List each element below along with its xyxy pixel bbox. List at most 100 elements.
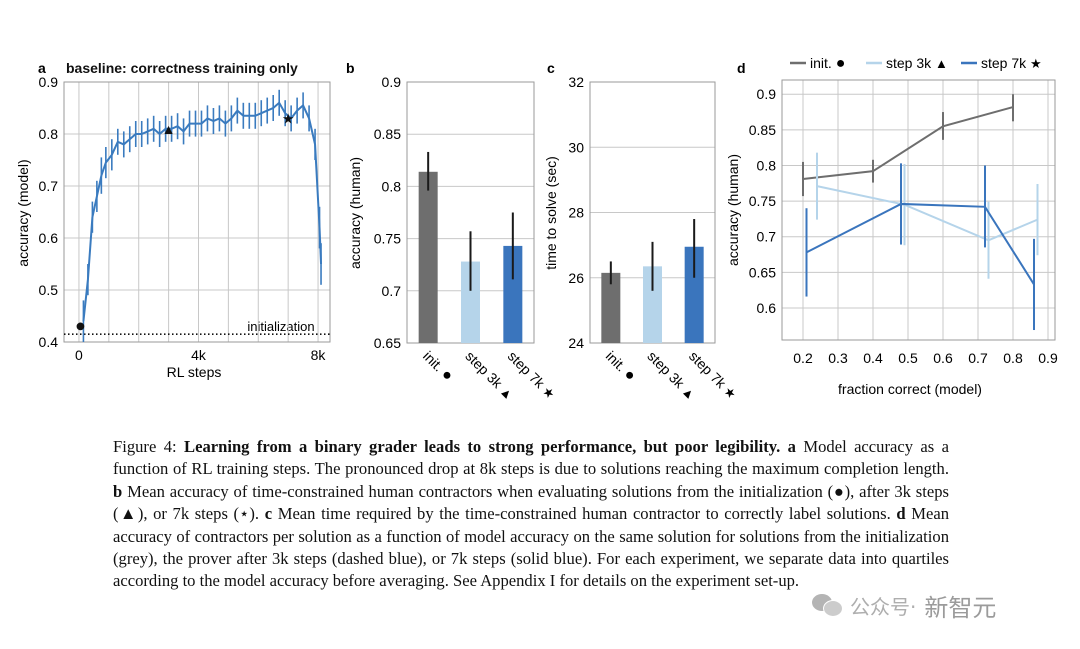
marker-symbol: ● bbox=[75, 315, 86, 335]
y-tick-label: 30 bbox=[568, 139, 584, 155]
panel-c-ylabel: time to solve (sec) bbox=[543, 156, 559, 270]
x-tick-label: 0.7 bbox=[968, 350, 988, 366]
y-tick-label: 0.65 bbox=[749, 264, 776, 280]
caption-letter-c: c bbox=[264, 504, 273, 524]
caption-letter-a: a bbox=[787, 437, 796, 456]
panel-letter-b: b bbox=[346, 60, 355, 76]
model-accuracy-line bbox=[82, 101, 323, 322]
bar bbox=[461, 261, 480, 343]
panel-a-model-accuracy-chart: a baseline: correctness training only ac… bbox=[15, 60, 331, 380]
caption-bold-title: Learning from a binary grader leads to s… bbox=[184, 437, 781, 456]
marker-symbol: ▲ bbox=[162, 121, 176, 137]
y-tick-label: 0.9 bbox=[39, 74, 59, 90]
category-label: init. ● bbox=[602, 348, 639, 385]
legend-label: step 3k ▲ bbox=[886, 55, 948, 71]
bar bbox=[684, 246, 704, 343]
caption-letter-d: d bbox=[896, 504, 906, 524]
category-symbol: ★ bbox=[721, 383, 740, 402]
watermark-text: 新智元 bbox=[924, 593, 997, 622]
category-symbol: ● bbox=[438, 366, 457, 385]
x-tick-label: 4k bbox=[191, 347, 207, 363]
y-tick-label: 26 bbox=[568, 270, 584, 286]
panel-d-accuracy-vs-fraction-chart: d accuracy (human) fraction correct (mod… bbox=[725, 55, 1058, 397]
category-symbol: ● bbox=[620, 366, 639, 385]
x-tick-label: 0 bbox=[75, 347, 83, 363]
marker-symbol: ★ bbox=[282, 110, 295, 126]
x-tick-label: 0.9 bbox=[1038, 350, 1058, 366]
y-tick-label: 32 bbox=[568, 74, 584, 90]
y-tick-label: 0.75 bbox=[749, 193, 776, 209]
panel-b-human-accuracy-chart: b accuracy (human) 0.65 0.7 0.75 0.8 0.85 0.9… bbox=[346, 60, 559, 403]
panel-letter-a: a bbox=[38, 60, 46, 76]
x-tick-label: 0.3 bbox=[828, 350, 848, 366]
y-tick-label: 0.85 bbox=[374, 126, 401, 142]
panel-a-reference-label: initialization bbox=[247, 319, 314, 334]
panel-d-plot-frame bbox=[781, 79, 1056, 341]
y-tick-label: 0.8 bbox=[382, 178, 402, 194]
series-line bbox=[802, 106, 1014, 181]
panel-a-ylabel: accuracy (model) bbox=[15, 159, 31, 266]
category-symbol: ▲ bbox=[497, 383, 517, 403]
y-tick-label: 0.85 bbox=[749, 122, 776, 138]
category-symbol: ★ bbox=[539, 383, 558, 402]
y-tick-label: 0.8 bbox=[39, 126, 59, 142]
y-tick-label: 0.7 bbox=[757, 229, 777, 245]
caption-text-a: Model accuracy as a function of RL train… bbox=[113, 437, 949, 479]
y-tick-label: 0.7 bbox=[39, 178, 59, 194]
y-tick-label: 0.65 bbox=[374, 335, 401, 351]
x-tick-label: 0.6 bbox=[933, 350, 953, 366]
y-tick-label: 0.9 bbox=[382, 74, 402, 90]
watermark: 公众号· 新智元 bbox=[812, 588, 996, 622]
legend-symbol: ▲ bbox=[935, 56, 948, 71]
panel-a-title: baseline: correctness training only bbox=[66, 60, 298, 76]
panel-letter-c: c bbox=[547, 60, 555, 76]
panel-a-marks: 0.4 0.5 0.6 0.7 0.8 0.9 0 4k 8k ● ▲ ★ bbox=[39, 74, 331, 363]
panel-a-xlabel: RL steps bbox=[167, 364, 222, 380]
x-tick-label: 8k bbox=[311, 347, 327, 363]
legend-label: step 7k ★ bbox=[981, 55, 1042, 71]
x-tick-label: 0.8 bbox=[1003, 350, 1023, 366]
caption-text-c: Mean time required by the time-constrain… bbox=[277, 504, 891, 524]
y-tick-label: 0.8 bbox=[757, 157, 777, 173]
bar bbox=[503, 245, 523, 343]
panel-d-ylabel: accuracy (human) bbox=[725, 154, 741, 266]
caption-text-b: Mean accuracy of time-constrained human … bbox=[113, 481, 949, 524]
wechat-icon bbox=[812, 592, 843, 618]
series-line bbox=[816, 185, 1038, 242]
legend-symbol: ★ bbox=[1030, 56, 1042, 71]
panel-a-plot-frame bbox=[63, 81, 331, 343]
y-tick-label: 24 bbox=[568, 335, 584, 351]
legend-label: init. ● bbox=[810, 55, 845, 72]
y-tick-label: 0.75 bbox=[374, 231, 401, 247]
legend-symbol: ● bbox=[836, 55, 846, 72]
category-symbol: ▲ bbox=[679, 383, 699, 403]
watermark-prefix: 公众号· bbox=[850, 594, 917, 619]
y-tick-label: 0.9 bbox=[757, 86, 777, 102]
bar bbox=[601, 272, 621, 343]
panel-letter-d: d bbox=[737, 60, 746, 76]
figure-caption: Figure 4: Learning from a binary grader … bbox=[113, 436, 949, 593]
y-tick-label: 0.7 bbox=[382, 283, 402, 299]
caption-text-d: Mean accuracy of contractors per solutio… bbox=[113, 504, 950, 591]
x-tick-label: 0.4 bbox=[863, 350, 883, 366]
panel-d-legend: init. ● step 3k ▲ step 7k ★ bbox=[790, 55, 1042, 72]
caption-letter-b: b bbox=[113, 481, 123, 501]
panel-d-marks: 0.2 0.3 0.4 0.5 0.6 0.7 0.8 0.9 0.6 0.65 0.7 0.75 0.… bbox=[749, 79, 1058, 366]
y-tick-label: 28 bbox=[568, 205, 584, 221]
y-tick-label: 0.6 bbox=[39, 230, 59, 246]
y-tick-label: 0.5 bbox=[39, 282, 59, 298]
y-tick-label: 0.4 bbox=[39, 334, 59, 350]
y-tick-label: 0.6 bbox=[757, 300, 777, 316]
x-tick-label: 0.2 bbox=[793, 350, 813, 366]
bar bbox=[643, 266, 662, 343]
panel-d-xlabel: fraction correct (model) bbox=[838, 381, 982, 397]
category-label: init. ● bbox=[419, 348, 456, 385]
caption-figure-label: Figure 4: bbox=[113, 437, 177, 456]
bar bbox=[418, 171, 438, 343]
series-line bbox=[806, 202, 1035, 285]
panel-b-ylabel: accuracy (human) bbox=[347, 157, 363, 269]
figure-4-charts: a baseline: correctness training only ac… bbox=[15, 55, 1058, 403]
